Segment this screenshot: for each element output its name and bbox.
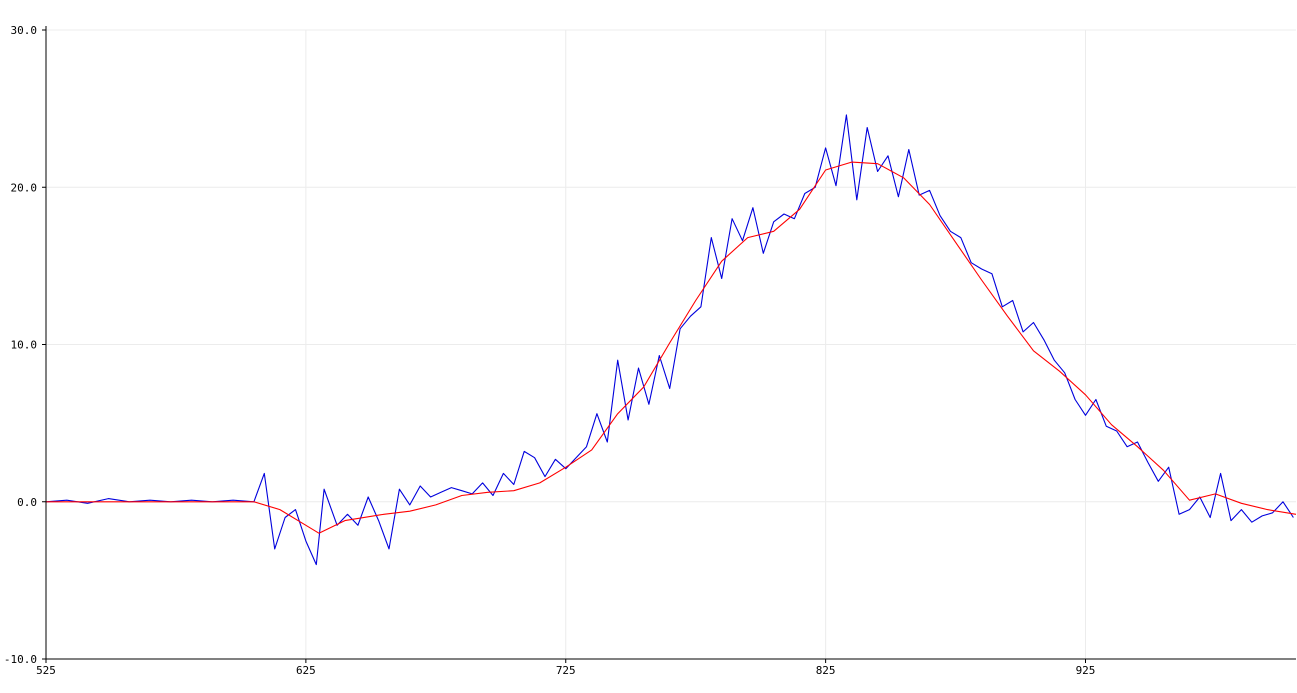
x-tick-label: 925 <box>1076 664 1096 677</box>
x-tick-label: 725 <box>556 664 576 677</box>
series-line-smoothed <box>46 161 1297 534</box>
tick-labels: -10.0 0.0 10.0 20.0 30.0 525 625 725 825 925 <box>4 24 1096 677</box>
y-tick-label: 30.0 <box>11 24 38 37</box>
x-tick-label: 625 <box>296 664 316 677</box>
x-tick-label: 525 <box>36 664 56 677</box>
axes <box>42 26 1296 663</box>
series-line-raw <box>45 114 1294 566</box>
y-tick-label: 10.0 <box>11 339 38 352</box>
x-tick-label: 825 <box>816 664 836 677</box>
y-tick-label: -10.0 <box>4 653 37 666</box>
y-tick-label: 0.0 <box>17 496 37 509</box>
grid <box>46 29 1296 659</box>
series-layer <box>45 114 1297 566</box>
y-tick-label: 20.0 <box>11 181 38 194</box>
